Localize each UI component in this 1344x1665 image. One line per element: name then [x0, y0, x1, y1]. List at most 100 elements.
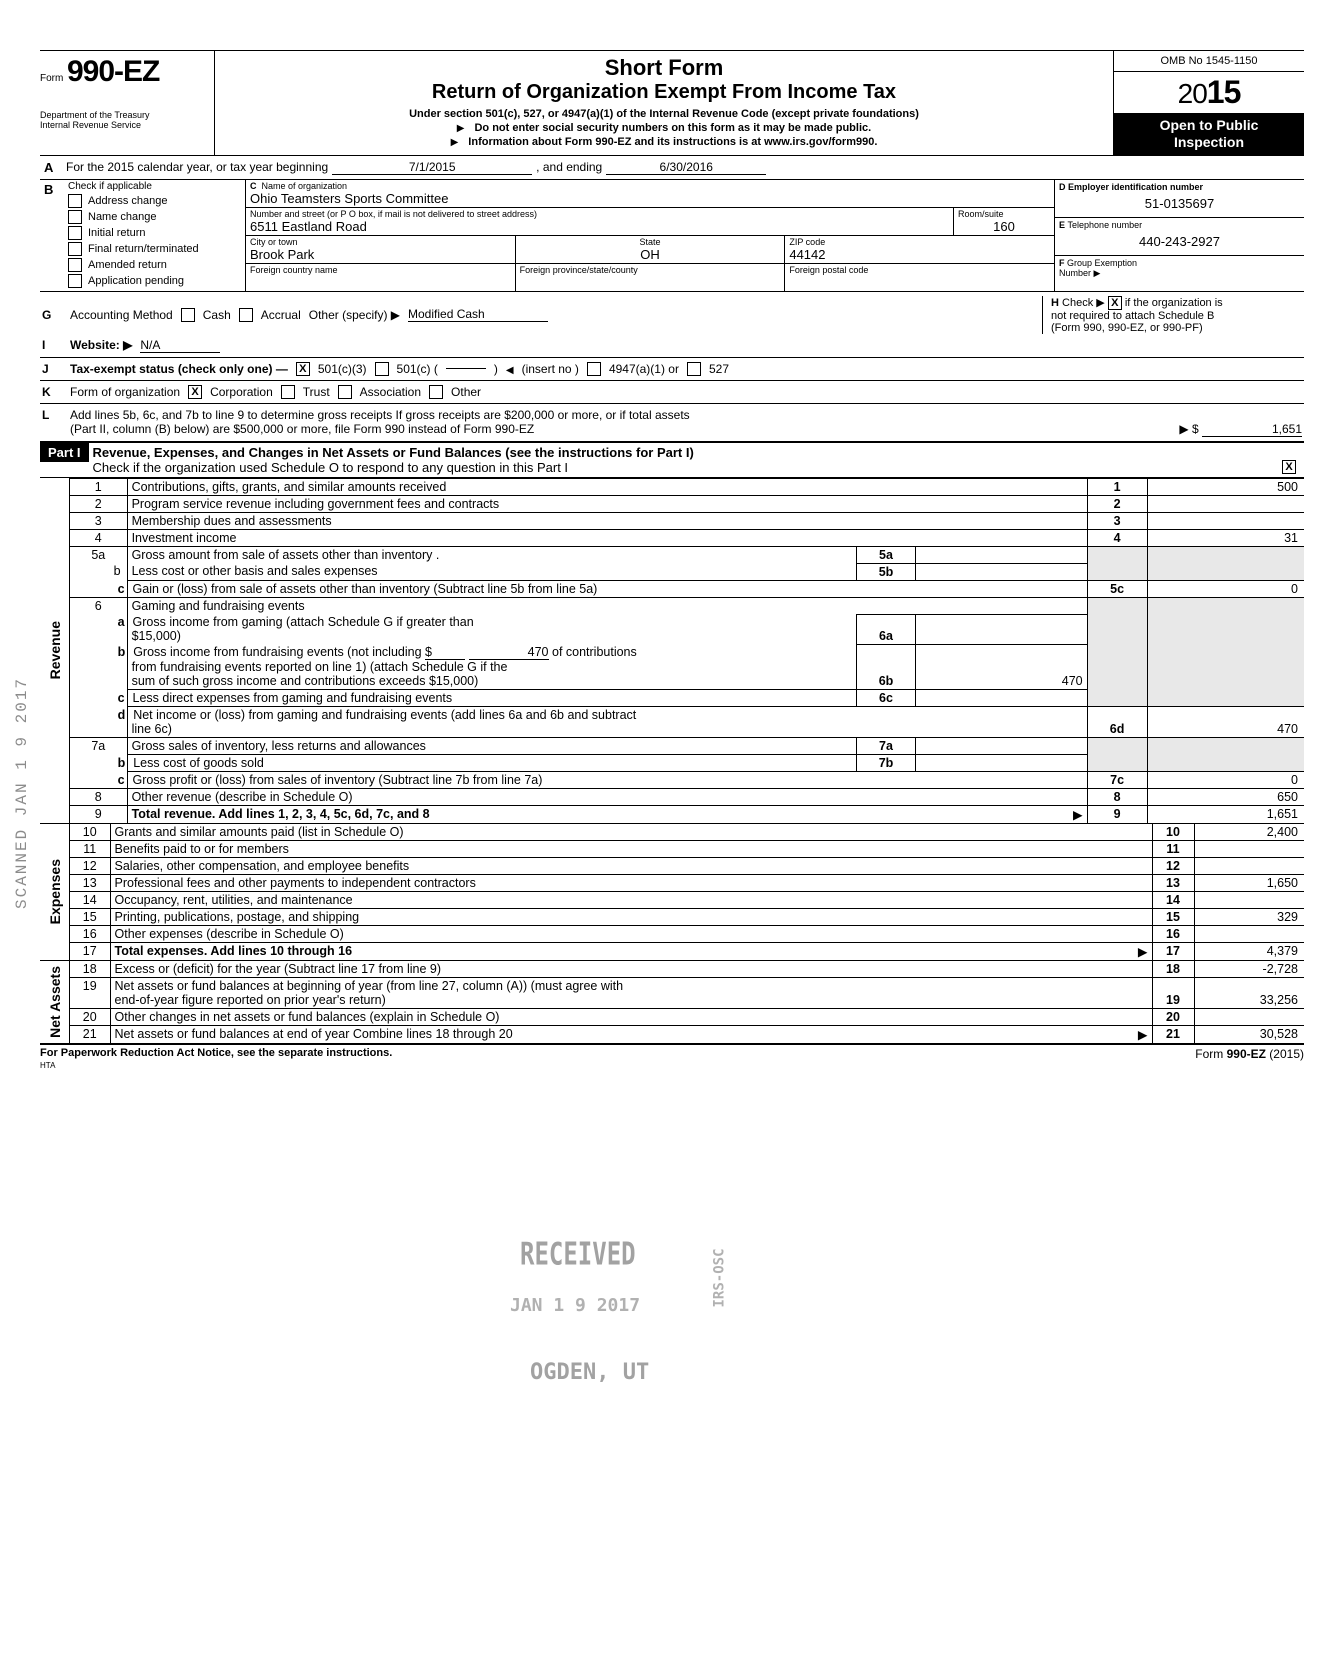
- row-G: G Accounting Method Cash Accrual Other (…: [40, 291, 1304, 338]
- mid-5a[interactable]: [916, 546, 1087, 563]
- amt-20[interactable]: [1194, 1009, 1304, 1026]
- state-value[interactable]: OH: [520, 247, 781, 262]
- amt-14[interactable]: [1194, 892, 1304, 909]
- amt-5c[interactable]: 0: [1147, 580, 1304, 597]
- amt-11[interactable]: [1194, 841, 1304, 858]
- other-method-value[interactable]: Modified Cash: [408, 307, 548, 322]
- chk-association[interactable]: [338, 385, 352, 399]
- chk-501c3[interactable]: [296, 362, 310, 376]
- arrow-left-icon: [506, 362, 514, 376]
- chk-final-return[interactable]: Final return/terminated: [66, 241, 245, 257]
- tax-year-end[interactable]: 6/30/2016: [606, 160, 766, 175]
- row-K: K Form of organization Corporation Trust…: [40, 380, 1304, 403]
- amt-21[interactable]: 30,528: [1194, 1026, 1304, 1044]
- lbl-trust: Trust: [303, 385, 330, 399]
- chk-initial-return[interactable]: Initial return: [66, 225, 245, 241]
- chk-address-change[interactable]: Address change: [66, 193, 245, 209]
- amt-3[interactable]: [1147, 512, 1304, 529]
- website-value[interactable]: N/A: [140, 338, 220, 353]
- city-label: City or town: [250, 237, 511, 247]
- amt-12[interactable]: [1194, 858, 1304, 875]
- revenue-section: Revenue 1Contributions, gifts, grants, a…: [40, 477, 1304, 824]
- line-6: 6Gaming and fundraising events: [70, 597, 1304, 614]
- chk-501c[interactable]: [375, 362, 389, 376]
- line-7c: cGross profit or (loss) from sales of in…: [70, 772, 1304, 789]
- title-short-form: Short Form: [223, 55, 1105, 81]
- hta-label: HTA: [40, 1061, 55, 1070]
- ein-cell: D Employer identification number 51-0135…: [1055, 180, 1304, 218]
- chk-527[interactable]: [687, 362, 701, 376]
- amt-1[interactable]: 500: [1147, 478, 1304, 495]
- row-L-text: Add lines 5b, 6c, and 7b to line 9 to de…: [70, 408, 1302, 437]
- amt-17[interactable]: 4,379: [1194, 943, 1304, 961]
- amt-9[interactable]: 1,651: [1147, 806, 1304, 824]
- line-19: 19Net assets or fund balances at beginni…: [70, 978, 1304, 1009]
- chk-cash[interactable]: [181, 308, 195, 322]
- amt-10[interactable]: 2,400: [1194, 824, 1304, 841]
- ein-value[interactable]: 51-0135697: [1059, 192, 1300, 215]
- chk-trust[interactable]: [281, 385, 295, 399]
- street-value[interactable]: 6511 Eastland Road: [250, 219, 949, 234]
- amt-4[interactable]: 31: [1147, 529, 1304, 546]
- gross-receipts[interactable]: 1,651: [1202, 422, 1302, 437]
- amt-8[interactable]: 650: [1147, 789, 1304, 806]
- letter-D: D: [1059, 182, 1066, 192]
- line-6d: dNet income or (loss) from gaming and fu…: [70, 707, 1304, 738]
- amt-16[interactable]: [1194, 926, 1304, 943]
- chk-app-pending[interactable]: Application pending: [66, 273, 245, 289]
- mid-7b[interactable]: [916, 755, 1087, 772]
- mid-6b[interactable]: 470: [916, 644, 1087, 690]
- name-row: C Name of organization Ohio Teamsters Sp…: [246, 180, 1054, 208]
- amt-13[interactable]: 1,650: [1194, 875, 1304, 892]
- lbl-501c3: 501(c)(3): [318, 362, 367, 376]
- chk-4947[interactable]: [587, 362, 601, 376]
- mid-6c[interactable]: [916, 690, 1087, 707]
- amt-2[interactable]: [1147, 495, 1304, 512]
- mid-5b[interactable]: [916, 563, 1087, 580]
- part1-desc: Revenue, Expenses, and Changes in Net As…: [89, 443, 1304, 477]
- tax-year-begin[interactable]: 7/1/2015: [332, 160, 532, 175]
- 501c-insert[interactable]: [446, 368, 486, 369]
- row-A-content: For the 2015 calendar year, or tax year …: [66, 160, 1304, 175]
- netassets-sidebar: Net Assets: [40, 961, 70, 1043]
- arrow-icon: ▶: [1073, 807, 1083, 822]
- phone-cell: E Telephone number 440-243-2927: [1055, 218, 1304, 256]
- group-number-label: Number ▶: [1059, 268, 1300, 279]
- chk-other-org[interactable]: [429, 385, 443, 399]
- org-name[interactable]: Ohio Teamsters Sports Committee: [250, 191, 1050, 206]
- amt-6d[interactable]: 470: [1147, 707, 1304, 738]
- amt-7c[interactable]: 0: [1147, 772, 1304, 789]
- ending-label: , and ending: [536, 160, 602, 174]
- chk-no-sched-b[interactable]: [1108, 296, 1122, 310]
- chk-amended[interactable]: Amended return: [66, 257, 245, 273]
- chk-corporation[interactable]: [188, 385, 202, 399]
- group-label: Group Exemption: [1067, 258, 1137, 268]
- lbl-address: Address change: [88, 195, 168, 207]
- lbl-4947: 4947(a)(1) or: [609, 362, 679, 376]
- part1-label: Part I: [40, 443, 89, 462]
- zip-value[interactable]: 44142: [789, 247, 1050, 262]
- room-value[interactable]: 160: [958, 219, 1050, 234]
- h-text4: (Form 990, 990-EZ, or 990-PF): [1051, 322, 1203, 334]
- phone-value[interactable]: 440-243-2927: [1059, 230, 1300, 253]
- amt-18[interactable]: -2,728: [1194, 961, 1304, 978]
- room-label: Room/suite: [958, 209, 1050, 219]
- amt-15[interactable]: 329: [1194, 909, 1304, 926]
- ein-label: Employer identification number: [1068, 182, 1203, 192]
- note2: Information about Form 990-EZ and its in…: [223, 136, 1105, 148]
- line-6c: cLess direct expenses from gaming and fu…: [70, 690, 1304, 707]
- chk-name-change[interactable]: Name change: [66, 209, 245, 225]
- group-exemption-cell: F Group Exemption Number ▶: [1055, 256, 1304, 281]
- mid-7a[interactable]: [916, 738, 1087, 755]
- chk-accrual[interactable]: [239, 308, 253, 322]
- netassets-section: Net Assets 18Excess or (deficit) for the…: [40, 960, 1304, 1043]
- chk-schedule-o[interactable]: [1282, 460, 1296, 474]
- amt-19[interactable]: 33,256: [1194, 978, 1304, 1009]
- l-amt-label: ▶ $: [1179, 422, 1198, 436]
- city-row: City or townBrook Park StateOH ZIP code4…: [246, 236, 1054, 264]
- mid-6a[interactable]: [916, 614, 1087, 644]
- city-value[interactable]: Brook Park: [250, 247, 511, 262]
- row-L: L Add lines 5b, 6c, and 7b to line 9 to …: [40, 403, 1304, 441]
- irs-osc-stamp: IRS-OSC: [712, 1248, 728, 1307]
- org-block: C Name of organization Ohio Teamsters Sp…: [246, 180, 1054, 291]
